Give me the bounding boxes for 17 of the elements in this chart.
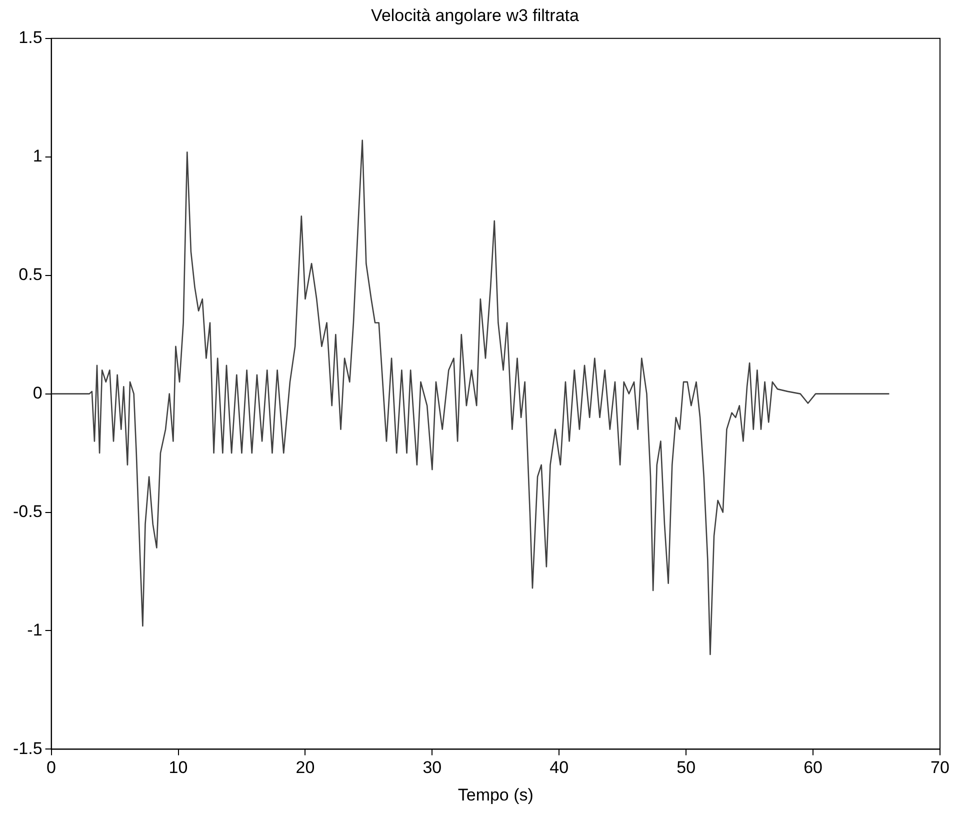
- chart-title: Velocità angolare w3 filtrata: [371, 6, 580, 25]
- y-tick-label: -1: [27, 620, 42, 640]
- x-tick-label: 60: [804, 758, 823, 778]
- y-tick-label: -1.5: [12, 738, 42, 758]
- y-tick-label: 0.5: [18, 265, 42, 284]
- x-axis-title: Tempo (s): [458, 785, 534, 804]
- x-tick-label: 30: [422, 758, 442, 778]
- y-tick-label: 1: [32, 146, 42, 166]
- x-tick-label: 40: [550, 758, 569, 778]
- x-tick-label: 20: [296, 758, 315, 778]
- x-tick-label: 70: [930, 758, 950, 778]
- y-tick-label: 1.5: [18, 28, 42, 48]
- y-tick-label: 0: [32, 383, 42, 402]
- x-tick-label: 10: [168, 758, 188, 778]
- x-tick-label: 50: [676, 758, 696, 778]
- y-tick-label: -0.5: [12, 502, 42, 521]
- x-tick-label: 0: [46, 758, 56, 778]
